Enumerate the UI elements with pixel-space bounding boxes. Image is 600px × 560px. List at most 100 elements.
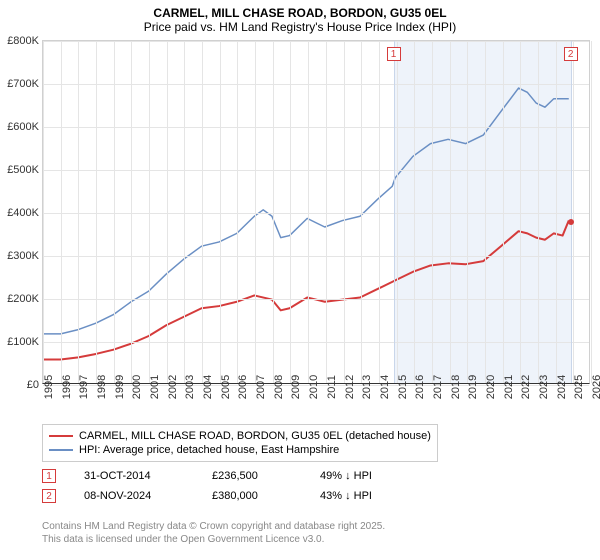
gridline-v xyxy=(450,41,451,383)
table-row: 1 31-OCT-2014 £236,500 49% ↓ HPI xyxy=(42,466,372,486)
x-tick-label: 2026 xyxy=(591,375,600,399)
gridline-v xyxy=(591,41,592,383)
series-end-dot xyxy=(568,219,574,225)
gridline-v xyxy=(308,41,309,383)
gridline-v xyxy=(326,41,327,383)
y-tick-label: £300K xyxy=(7,250,39,262)
x-tick-label: 2009 xyxy=(290,375,302,399)
gridline-v xyxy=(503,41,504,383)
x-tick-label: 2005 xyxy=(220,375,232,399)
x-tick-label: 2023 xyxy=(538,375,550,399)
table-price: £380,000 xyxy=(212,490,292,502)
gridline-v xyxy=(167,41,168,383)
y-tick-label: £0 xyxy=(27,379,39,391)
table-pct: 49% ↓ HPI xyxy=(320,470,372,482)
gridline-v xyxy=(114,41,115,383)
line-series-layer xyxy=(43,41,589,383)
gridline-v xyxy=(255,41,256,383)
x-tick-label: 2021 xyxy=(503,375,515,399)
legend-row: CARMEL, MILL CHASE ROAD, BORDON, GU35 0E… xyxy=(49,429,431,443)
legend-swatch xyxy=(49,435,73,437)
table-price: £236,500 xyxy=(212,470,292,482)
gridline-v xyxy=(149,41,150,383)
series-line-hpi xyxy=(43,88,569,334)
table-date: 08-NOV-2024 xyxy=(84,490,184,502)
x-tick-label: 2012 xyxy=(344,375,356,399)
x-tick-label: 2013 xyxy=(361,375,373,399)
x-tick-label: 2000 xyxy=(131,375,143,399)
gridline-v xyxy=(184,41,185,383)
gridline-h xyxy=(43,170,589,171)
chart-title: CARMEL, MILL CHASE ROAD, BORDON, GU35 0E… xyxy=(0,6,600,20)
x-tick-label: 2007 xyxy=(255,375,267,399)
gridline-v xyxy=(78,41,79,383)
gridline-v xyxy=(290,41,291,383)
x-tick-label: 2006 xyxy=(237,375,249,399)
chart-container: CARMEL, MILL CHASE ROAD, BORDON, GU35 0E… xyxy=(0,0,600,560)
x-tick-label: 2024 xyxy=(556,375,568,399)
table-pct: 43% ↓ HPI xyxy=(320,490,372,502)
gridline-v xyxy=(202,41,203,383)
series-line-property xyxy=(43,221,569,360)
y-tick-label: £500K xyxy=(7,164,39,176)
x-tick-label: 2025 xyxy=(573,375,585,399)
x-tick-label: 2001 xyxy=(149,375,161,399)
gridline-v xyxy=(556,41,557,383)
y-tick-label: £700K xyxy=(7,78,39,90)
legend-label: CARMEL, MILL CHASE ROAD, BORDON, GU35 0E… xyxy=(79,430,431,442)
footer-attribution: Contains HM Land Registry data © Crown c… xyxy=(42,520,385,546)
gridline-v xyxy=(573,41,574,383)
gridline-v xyxy=(96,41,97,383)
gridline-v xyxy=(131,41,132,383)
x-tick-label: 1995 xyxy=(43,375,55,399)
gridline-h xyxy=(43,41,589,42)
legend-swatch xyxy=(49,449,73,451)
x-tick-label: 1998 xyxy=(96,375,108,399)
x-tick-label: 2018 xyxy=(450,375,462,399)
x-tick-label: 2019 xyxy=(467,375,479,399)
marker-box: 1 xyxy=(42,469,56,483)
gridline-h xyxy=(43,299,589,300)
gridline-v xyxy=(361,41,362,383)
legend-label: HPI: Average price, detached house, East… xyxy=(79,444,339,456)
chart-subtitle: Price paid vs. HM Land Registry's House … xyxy=(0,20,600,34)
gridline-v xyxy=(538,41,539,383)
x-tick-label: 2002 xyxy=(167,375,179,399)
gridline-v xyxy=(43,41,44,383)
x-tick-label: 2003 xyxy=(184,375,196,399)
gridline-h xyxy=(43,127,589,128)
gridline-v xyxy=(344,41,345,383)
x-tick-label: 2008 xyxy=(273,375,285,399)
gridline-v xyxy=(414,41,415,383)
marker-box: 2 xyxy=(564,47,578,61)
y-tick-label: £600K xyxy=(7,121,39,133)
gridline-v xyxy=(467,41,468,383)
x-tick-label: 2022 xyxy=(520,375,532,399)
x-tick-label: 2017 xyxy=(432,375,444,399)
marker-box: 1 xyxy=(387,47,401,61)
y-tick-label: £400K xyxy=(7,207,39,219)
table-date: 31-OCT-2014 xyxy=(84,470,184,482)
x-tick-label: 2014 xyxy=(379,375,391,399)
x-tick-label: 2015 xyxy=(397,375,409,399)
gridline-v xyxy=(61,41,62,383)
y-tick-label: £800K xyxy=(7,35,39,47)
x-tick-label: 2020 xyxy=(485,375,497,399)
gridline-v xyxy=(273,41,274,383)
legend: CARMEL, MILL CHASE ROAD, BORDON, GU35 0E… xyxy=(42,424,438,462)
footer-line2: This data is licensed under the Open Gov… xyxy=(42,533,385,546)
gridline-v xyxy=(520,41,521,383)
x-tick-label: 2011 xyxy=(326,375,338,399)
marker-data-table: 131-OCT-2014£236,50049% ↓ HPI208-NOV-202… xyxy=(42,466,372,506)
gridline-h xyxy=(43,213,589,214)
chart-title-block: CARMEL, MILL CHASE ROAD, BORDON, GU35 0E… xyxy=(0,0,600,34)
gridline-v xyxy=(379,41,380,383)
gridline-h xyxy=(43,342,589,343)
gridline-h xyxy=(43,84,589,85)
x-tick-label: 1999 xyxy=(114,375,126,399)
gridline-v xyxy=(485,41,486,383)
legend-row: HPI: Average price, detached house, East… xyxy=(49,443,431,457)
x-tick-label: 2016 xyxy=(414,375,426,399)
y-tick-label: £100K xyxy=(7,336,39,348)
marker-vline xyxy=(394,41,395,383)
